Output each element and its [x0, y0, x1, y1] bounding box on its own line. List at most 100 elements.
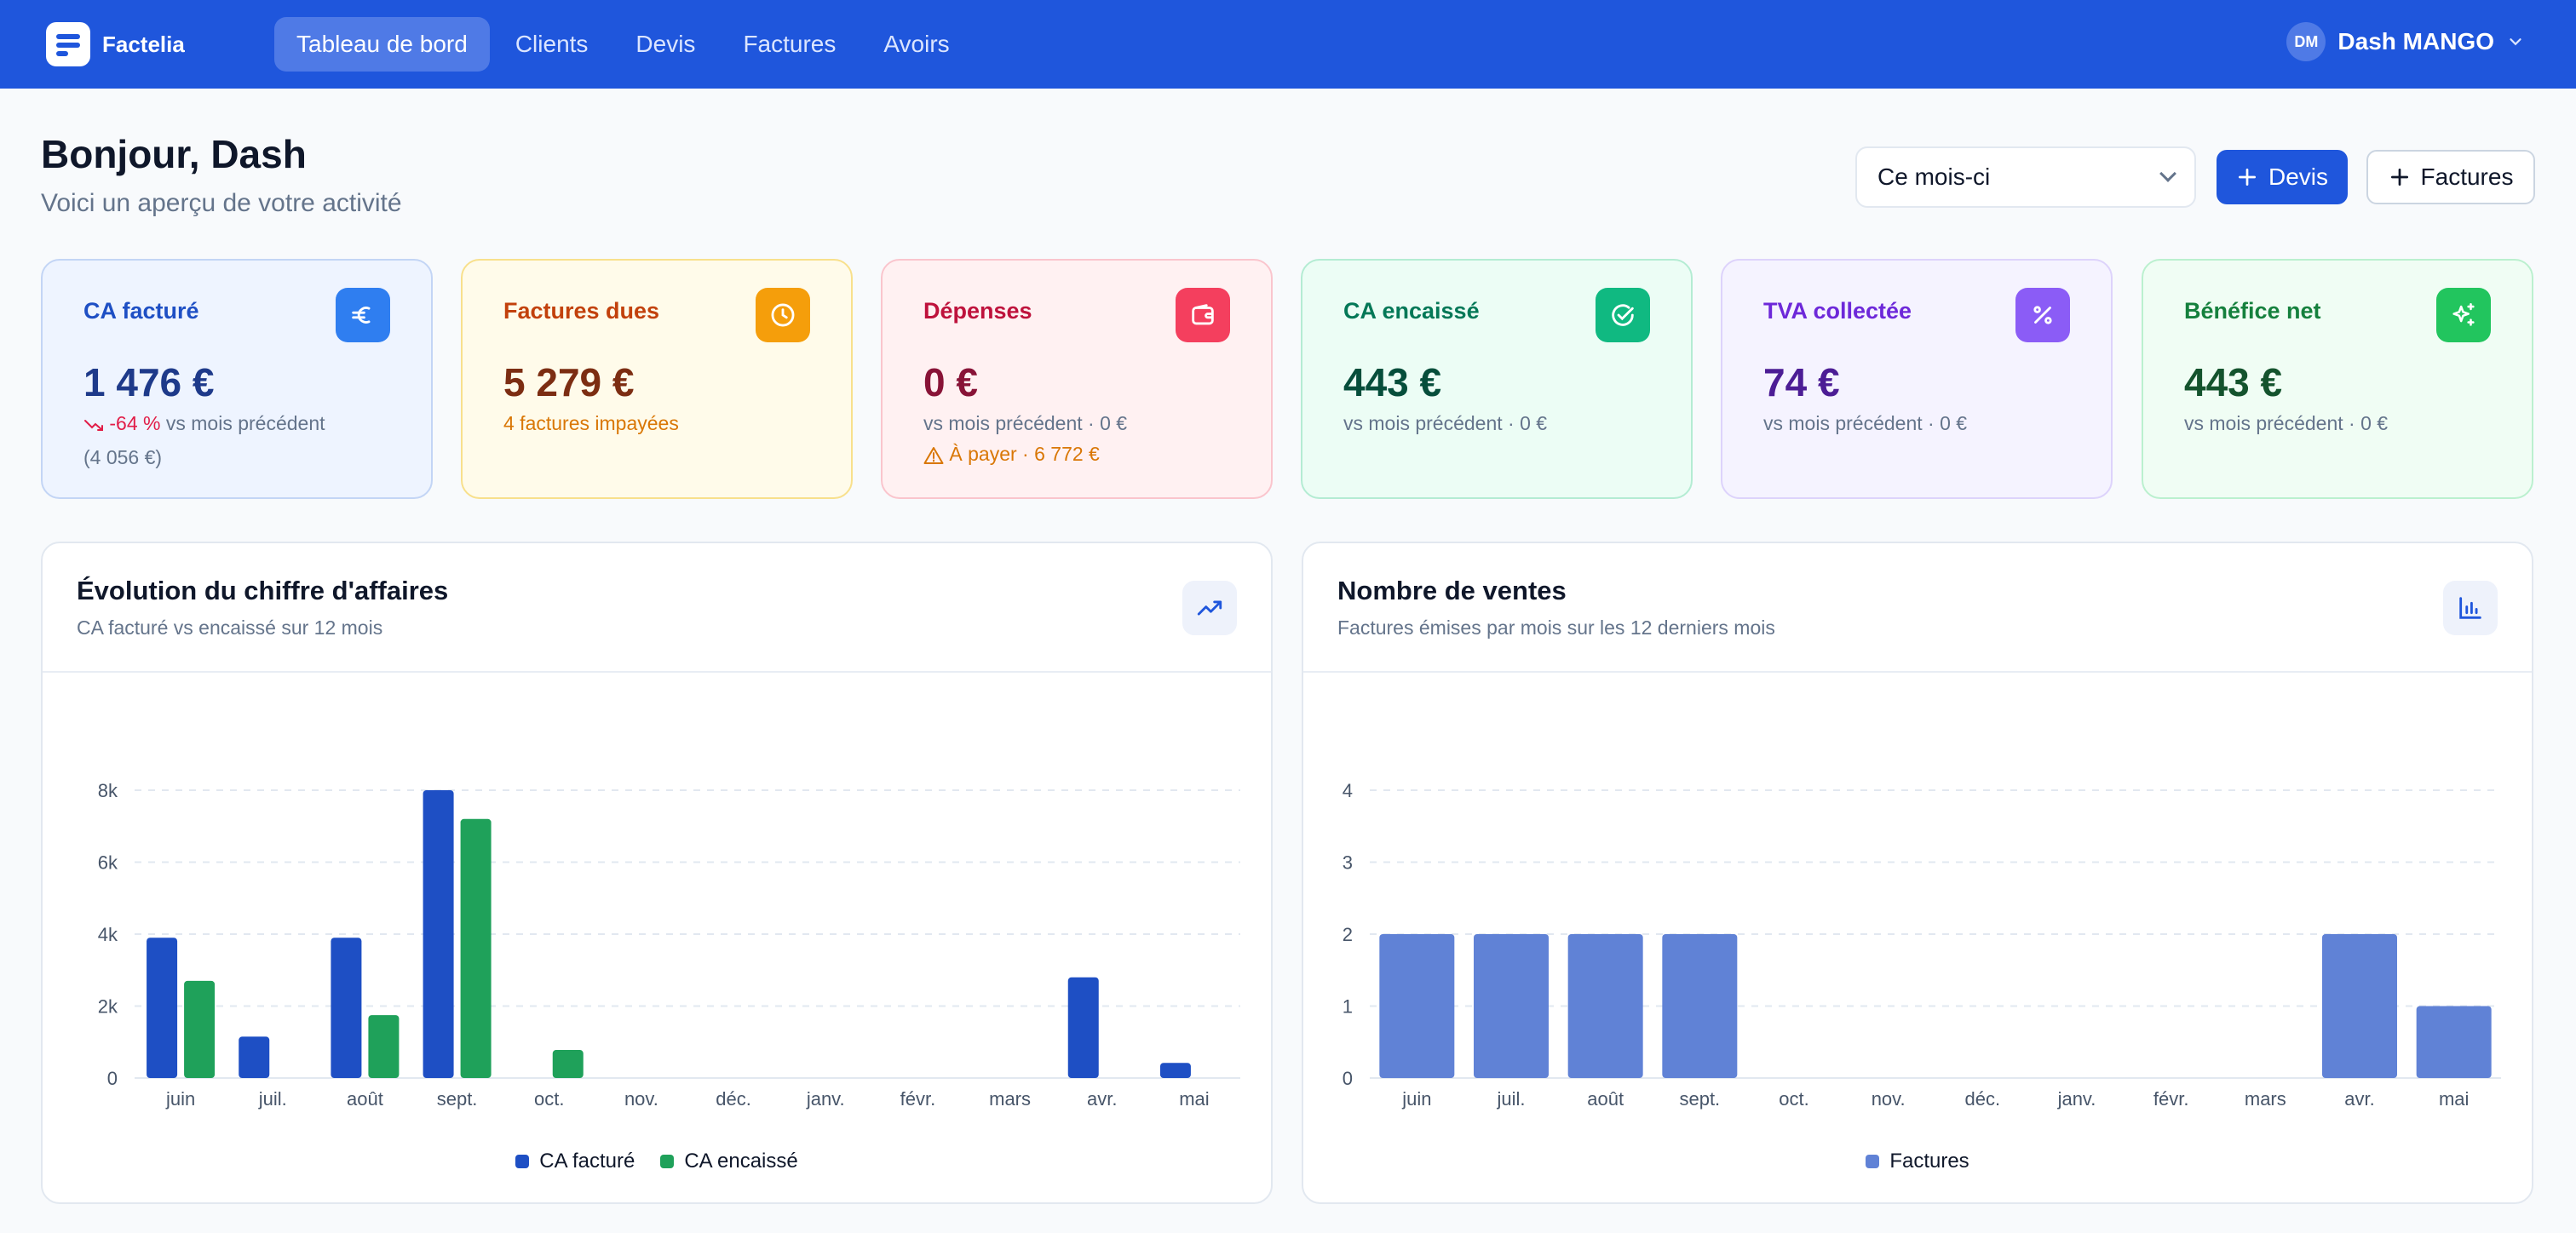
card-divider	[1303, 671, 2532, 673]
x-tick-label: déc.	[1965, 1088, 2001, 1110]
bar	[1379, 934, 1455, 1078]
kpi-value: 5 279 €	[503, 360, 635, 404]
chart-title: Nombre de ventes	[1337, 576, 1567, 605]
x-tick-label: sept.	[1679, 1088, 1720, 1110]
new-devis-label: Devis	[2268, 163, 2328, 190]
kpi-alert-text: À payer · 6 772 €	[949, 443, 1100, 465]
x-tick-label: oct.	[534, 1088, 564, 1110]
x-tick-label: juin	[1401, 1088, 1431, 1110]
y-tick-label: 0	[107, 1068, 118, 1089]
trending-up-icon[interactable]	[1182, 581, 1237, 635]
x-tick-label: oct.	[1779, 1088, 1808, 1110]
nav-tab-avoirs[interactable]: Avoirs	[883, 31, 950, 57]
percent-icon	[2015, 288, 2070, 342]
bar	[368, 1015, 400, 1078]
kpi-ca-encaisse[interactable]: CA encaissé 443 € vs mois précédent · 0 …	[1301, 259, 1693, 499]
x-tick-label: juil.	[1496, 1088, 1525, 1110]
bar	[2322, 934, 2397, 1078]
brand[interactable]: Factelia	[46, 22, 185, 66]
plus-icon	[2238, 168, 2257, 186]
kpi-ca-facture[interactable]: CA facturé 1 476 € -64 % vs mois précéde…	[41, 259, 433, 499]
kpi-note: 4 factures impayées	[503, 412, 679, 434]
x-tick-label: janv.	[2057, 1088, 2096, 1110]
x-tick-label: avr.	[1087, 1088, 1117, 1110]
new-devis-button[interactable]: Devis	[2217, 150, 2348, 204]
top-navbar: Factelia Tableau de bord Clients Devis F…	[0, 0, 2576, 89]
warning-icon	[923, 446, 944, 464]
kpi-trend-line: -64 % vs mois précédent	[83, 412, 325, 435]
kpi-depenses[interactable]: Dépenses 0 € vs mois précédent · 0 € À p…	[881, 259, 1273, 499]
bar	[1567, 934, 1643, 1078]
legend-label: Factures	[1889, 1150, 1969, 1173]
user-menu[interactable]: DM Dash MANGO	[2286, 22, 2525, 61]
bar	[184, 980, 216, 1078]
chart-subtitle: CA facturé vs encaissé sur 12 mois	[77, 616, 383, 639]
y-tick-label: 1	[1343, 996, 1353, 1018]
kpi-benefice-net[interactable]: Bénéfice net 443 € vs mois précédent · 0…	[2142, 259, 2533, 499]
nav-tab-factures[interactable]: Factures	[743, 31, 837, 57]
legend-label: CA encaissé	[684, 1150, 798, 1173]
y-tick-label: 4	[1343, 780, 1353, 801]
x-tick-label: juin	[165, 1088, 195, 1110]
kpi-note: vs mois précédent · 0 €	[2184, 412, 2389, 434]
trending-down-icon	[84, 419, 103, 431]
x-tick-label: mars	[2245, 1088, 2286, 1110]
x-tick-label: avr.	[2344, 1088, 2374, 1110]
x-tick-label: janv.	[806, 1088, 845, 1110]
kpi-trend: -64 %	[109, 412, 161, 434]
period-select[interactable]: Ce mois-ci	[1855, 146, 2196, 208]
new-facture-label: Factures	[2420, 163, 2514, 190]
bar	[1159, 1063, 1191, 1078]
sparkles-icon	[2436, 288, 2491, 342]
bar	[423, 790, 454, 1078]
legend-item[interactable]: CA encaissé	[660, 1150, 798, 1173]
y-tick-label: 0	[1343, 1068, 1353, 1089]
legend-item[interactable]: CA facturé	[515, 1150, 635, 1173]
y-tick-label: 2	[1343, 924, 1353, 945]
bar	[2416, 1006, 2492, 1078]
legend-item[interactable]: Factures	[1866, 1150, 1969, 1173]
chart-legend: CA facturé CA encaissé	[43, 1150, 1271, 1173]
clock-icon	[756, 288, 810, 342]
bar	[331, 938, 362, 1078]
kpi-alert: À payer · 6 772 €	[923, 443, 1100, 466]
kpi-value: 0 €	[923, 360, 978, 404]
sales-chart-card: Nombre de ventes Factures émises par moi…	[1302, 542, 2533, 1204]
chart-title: Évolution du chiffre d'affaires	[77, 576, 449, 605]
card-divider	[43, 671, 1271, 673]
check-circle-icon	[1596, 288, 1650, 342]
chevron-down-icon	[2510, 38, 2521, 46]
page-title: Bonjour, Dash	[41, 132, 307, 176]
y-tick-label: 2k	[98, 996, 118, 1018]
kpi-title: Factures dues	[503, 298, 660, 324]
y-tick-label: 4k	[98, 924, 118, 945]
x-tick-label: août	[347, 1088, 383, 1110]
avatar: DM	[2286, 22, 2326, 61]
chart-legend: Factures	[1303, 1150, 2532, 1173]
y-tick-label: 8k	[98, 780, 118, 801]
sales-bar-chart: 0 1 2 3 4 juin juil. août sept. oct. nov. déc. janv.…	[1343, 780, 2501, 1110]
bar	[1067, 977, 1099, 1078]
period-select-value: Ce mois-ci	[1877, 163, 1991, 190]
kpi-title: TVA collectée	[1763, 298, 1912, 324]
bar	[239, 1036, 270, 1078]
new-facture-button[interactable]: Factures	[2366, 150, 2535, 204]
kpi-title: CA encaissé	[1343, 298, 1480, 324]
nav-tab-clients[interactable]: Clients	[515, 31, 589, 57]
kpi-title: Bénéfice net	[2184, 298, 2321, 324]
kpi-value: 443 €	[1343, 360, 1442, 404]
x-tick-label: nov.	[624, 1088, 658, 1110]
bar	[552, 1050, 584, 1078]
nav-tab-tableau-de-bord[interactable]: Tableau de bord	[274, 17, 490, 72]
kpi-tva-collectee[interactable]: TVA collectée 74 € vs mois précédent · 0…	[1721, 259, 2113, 499]
bar	[1474, 934, 1549, 1078]
kpi-note: vs mois précédent · 0 €	[1343, 412, 1548, 434]
y-tick-label: 3	[1343, 852, 1353, 874]
nav-tab-devis[interactable]: Devis	[635, 31, 696, 57]
x-tick-label: mai	[1179, 1088, 1209, 1110]
bar-chart-icon[interactable]	[2443, 581, 2498, 635]
page-subtitle: Voici un aperçu de votre activité	[41, 189, 402, 217]
revenue-bar-chart: 0 2k 4k 6k 8k juin juil. août sept. oct. nov. déc. j…	[98, 780, 1240, 1110]
kpi-title: Dépenses	[923, 298, 1032, 324]
kpi-factures-dues[interactable]: Factures dues 5 279 € 4 factures impayée…	[461, 259, 853, 499]
